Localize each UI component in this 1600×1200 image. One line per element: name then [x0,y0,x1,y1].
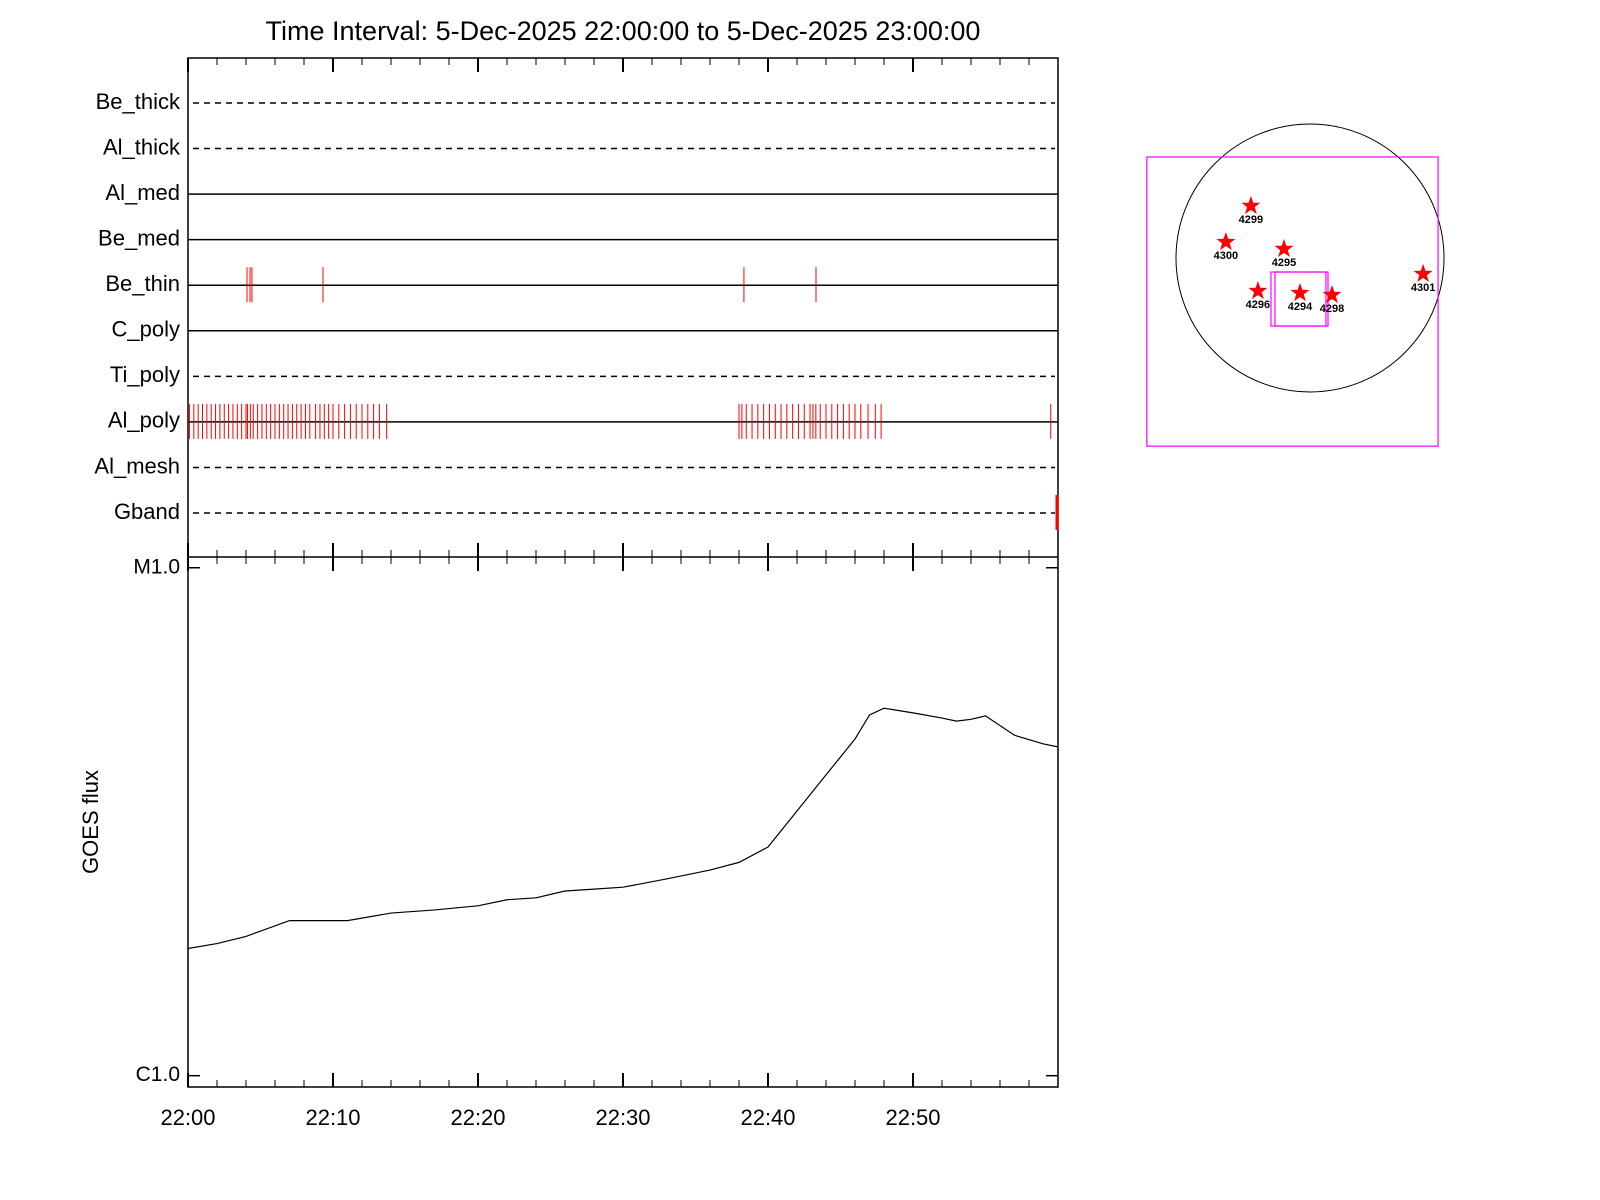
region-star [1216,232,1236,251]
row-label: Al_poly [108,408,180,433]
region-label: 4298 [1320,303,1344,315]
y-axis-label: GOES flux [78,770,103,874]
row-label: C_poly [112,317,180,342]
x-tick-label: 22:50 [885,1105,940,1130]
region-star [1322,285,1342,304]
region-label: 4300 [1214,250,1238,262]
row-label: Gband [114,499,180,524]
x-tick-label: 22:00 [160,1105,215,1130]
y-tick-label: C1.0 [136,1063,180,1086]
region-label: 4299 [1239,214,1263,226]
x-tick-label: 22:10 [305,1105,360,1130]
x-tick-label: 22:20 [450,1105,505,1130]
solar-disk [1175,123,1445,393]
region-label: 4294 [1288,301,1313,313]
goes-curve [187,707,1059,950]
row-label: Be_med [98,225,180,250]
y-tick-label: M1.0 [133,555,180,578]
x-tick-label: 22:30 [595,1105,650,1130]
row-label: Ti_poly [110,362,180,387]
region-star [1290,283,1310,302]
x-tick-label: 22:40 [740,1105,795,1130]
region-label: 4296 [1246,299,1270,311]
region-star [1248,281,1268,300]
row-label: Be_thick [96,89,181,114]
row-label: Be_thin [105,271,180,296]
row-label: Al_med [105,180,180,205]
region-star [1413,263,1433,282]
region-label: 4295 [1272,257,1296,269]
fov-box [1274,271,1329,327]
fov-box [1146,156,1439,447]
chart-title: Time Interval: 5-Dec-2025 22:00:00 to 5-… [266,16,981,46]
region-label: 4301 [1411,282,1435,294]
row-label: Al_mesh [94,453,180,478]
region-star [1241,195,1261,214]
region-star [1274,238,1294,257]
plot-frame [187,57,1059,1088]
fov-box [1270,271,1327,327]
row-label: Al_thick [103,134,181,159]
